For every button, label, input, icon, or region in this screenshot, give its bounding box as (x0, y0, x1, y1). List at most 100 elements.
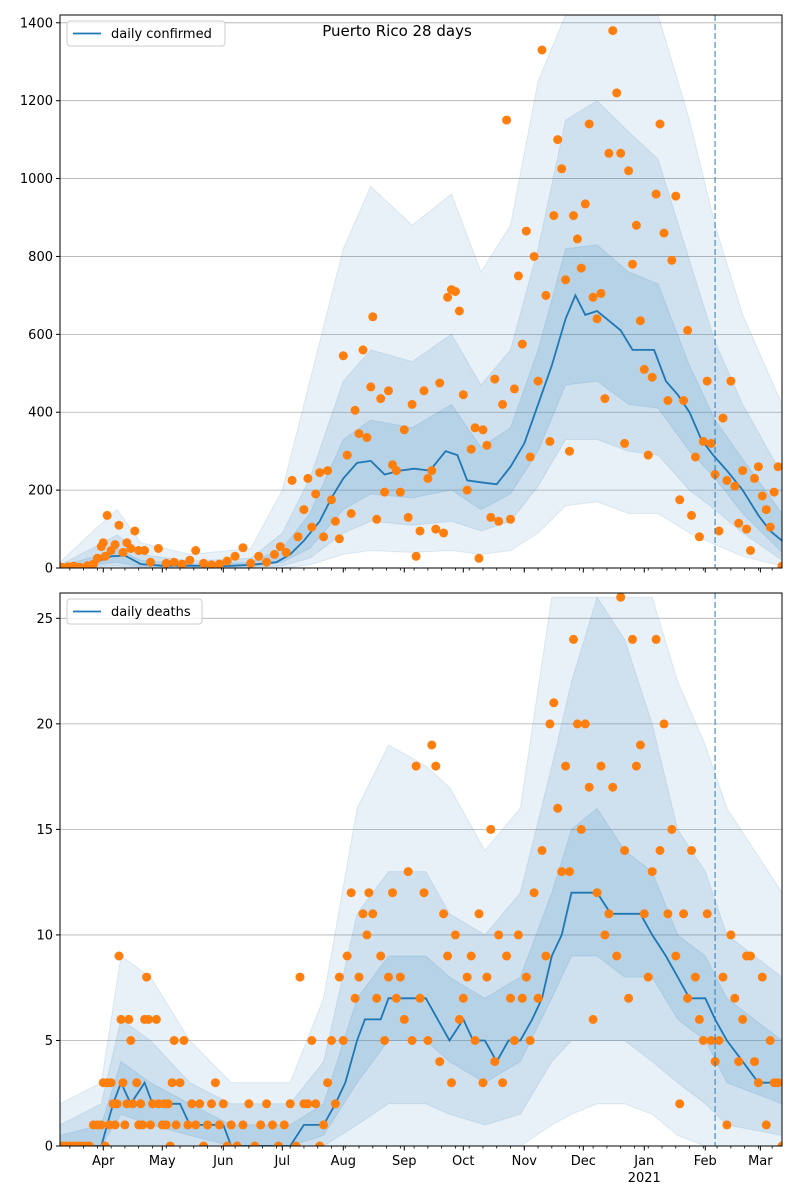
data-point (187, 1099, 197, 1109)
data-point (372, 993, 382, 1003)
data-point (169, 557, 179, 567)
data-point (482, 440, 492, 450)
data-point (635, 740, 645, 750)
data-point (342, 951, 352, 961)
data-point (635, 316, 645, 326)
data-point (498, 399, 508, 409)
data-point (307, 522, 317, 532)
data-point (191, 1120, 201, 1130)
data-point (226, 1120, 236, 1130)
data-point (663, 396, 673, 405)
data-point (502, 951, 512, 961)
data-point (738, 1014, 748, 1024)
x-tick-label: Jul (273, 1154, 290, 1169)
data-point (395, 972, 405, 982)
data-point (628, 634, 637, 644)
data-point (462, 972, 472, 982)
data-point (384, 386, 393, 396)
data-point (572, 719, 582, 729)
data-point (561, 275, 571, 285)
data-point (651, 634, 661, 644)
confirmed-points (60, 26, 782, 568)
data-point (706, 1036, 716, 1045)
data-point (85, 1141, 94, 1146)
data-point (675, 495, 685, 505)
data-point (604, 148, 614, 158)
y-tick-label: 0 (45, 1140, 53, 1155)
y-tick-label: 200 (28, 484, 53, 499)
data-point (450, 287, 460, 296)
data-point (130, 526, 140, 536)
data-point (679, 909, 689, 919)
data-point (722, 1120, 732, 1130)
data-point (214, 1120, 224, 1130)
data-point (592, 888, 602, 898)
data-point (407, 399, 417, 409)
data-point (454, 1014, 464, 1024)
confirmed-band-inner (60, 244, 782, 568)
data-point (643, 450, 653, 460)
data-point (207, 560, 216, 568)
data-point (439, 909, 449, 919)
deaths-legend-label: daily deaths (111, 605, 191, 620)
data-point (262, 1099, 272, 1109)
data-point (323, 466, 333, 476)
data-point (171, 1120, 181, 1130)
data-point (427, 740, 437, 750)
data-point (238, 543, 248, 553)
data-point (750, 1057, 759, 1067)
data-point (596, 288, 606, 298)
data-point (612, 951, 622, 961)
data-point (757, 972, 767, 982)
data-point (490, 1057, 500, 1067)
data-point (777, 561, 782, 568)
data-point (726, 930, 736, 940)
data-point (565, 867, 574, 877)
data-point (362, 930, 372, 940)
data-point (647, 372, 657, 382)
data-point (327, 495, 336, 505)
data-point (118, 1078, 128, 1088)
data-point (140, 546, 150, 555)
confirmed-legend-label: daily confirmed (111, 27, 212, 42)
data-point (757, 491, 767, 501)
data-point (423, 473, 433, 483)
data-point (702, 376, 712, 386)
data-point (279, 1120, 289, 1130)
data-point (214, 559, 224, 568)
data-point (690, 452, 700, 462)
data-point (338, 351, 348, 361)
data-point (490, 374, 500, 384)
y-tick-label: 15 (36, 823, 53, 838)
data-point (295, 972, 305, 982)
data-point (545, 436, 555, 446)
data-point (466, 951, 476, 961)
data-point (388, 888, 397, 898)
data-point (118, 547, 128, 557)
data-point (690, 972, 700, 982)
data-point (376, 394, 386, 404)
data-point (521, 226, 531, 236)
data-point (185, 555, 195, 565)
data-point (694, 1014, 704, 1024)
data-point (738, 466, 748, 476)
data-point (557, 164, 567, 174)
data-point (474, 553, 484, 563)
data-point (167, 1078, 177, 1088)
data-point (146, 557, 155, 567)
data-point (718, 413, 728, 423)
data-point (232, 1141, 242, 1146)
data-point (521, 972, 531, 982)
data-point (569, 634, 578, 644)
data-point (376, 951, 386, 961)
data-point (230, 551, 240, 561)
data-point (269, 549, 279, 559)
data-point (254, 551, 264, 561)
data-point (244, 1099, 254, 1109)
data-point (96, 1120, 106, 1130)
data-point (702, 909, 712, 919)
data-point (75, 562, 85, 568)
data-point (746, 951, 755, 961)
data-point (513, 930, 523, 940)
data-point (207, 1099, 216, 1109)
